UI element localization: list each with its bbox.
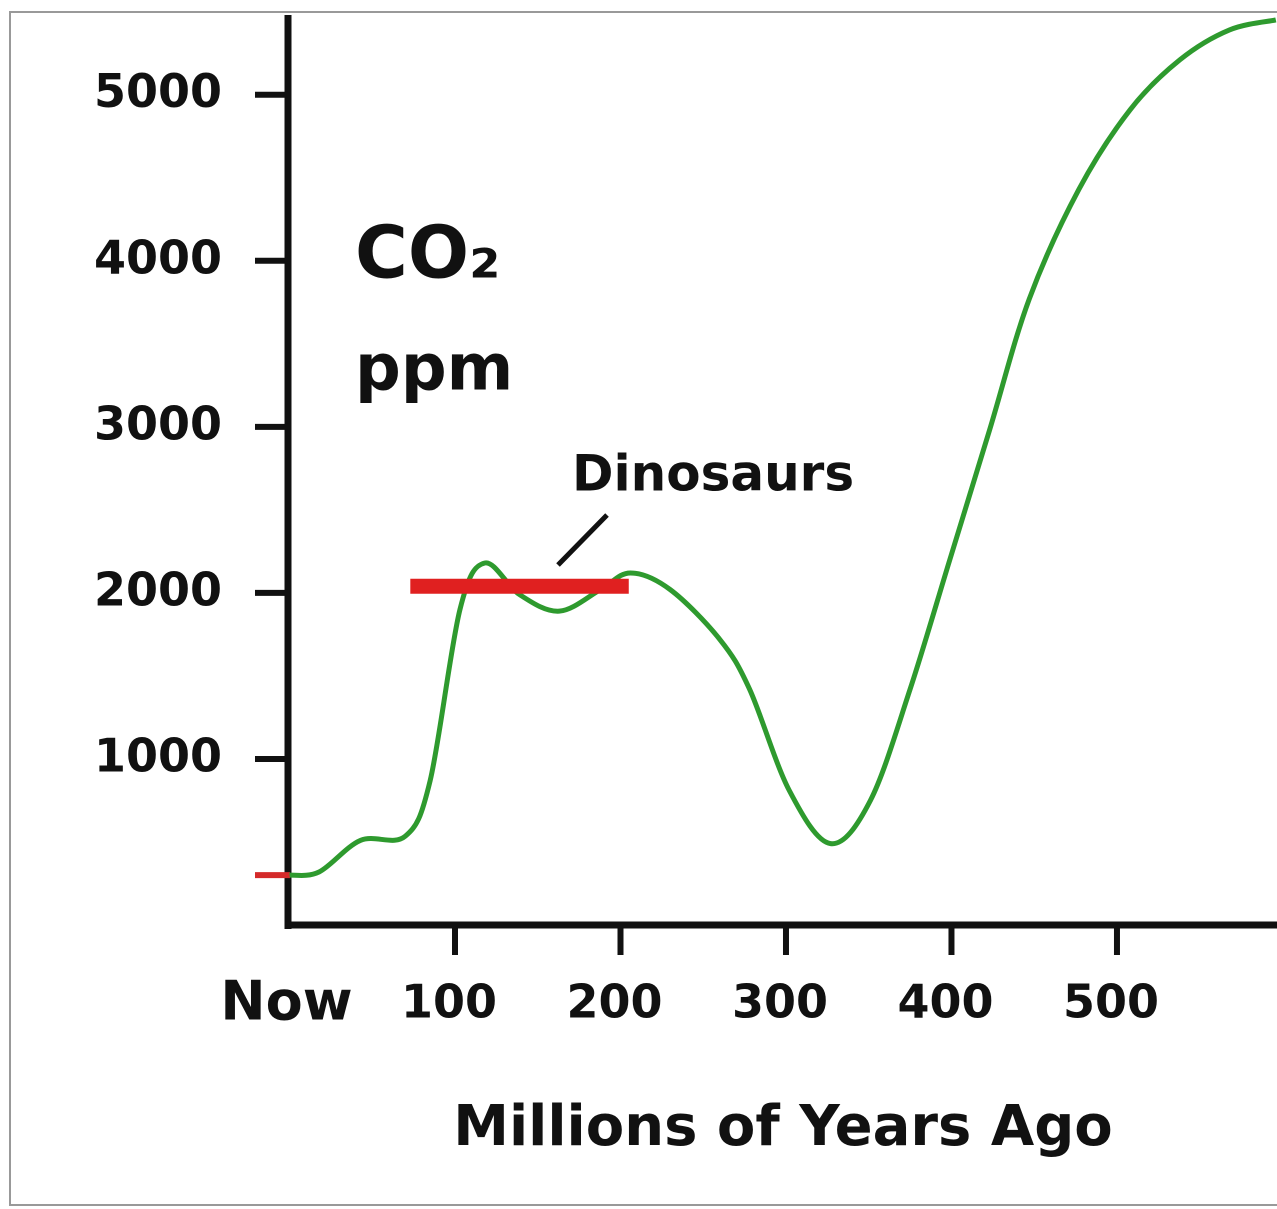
y-tick-label: 1000: [94, 728, 222, 782]
y-axis-unit: ppm: [355, 332, 513, 406]
annotation-leader: [556, 513, 609, 567]
frame: [9, 11, 1277, 1206]
y-tick-label: 5000: [94, 64, 222, 118]
y-tick-label: 4000: [94, 230, 222, 284]
x-tick-label: 100: [401, 975, 497, 1029]
x-tick-label: 400: [897, 975, 993, 1029]
co2-line: [289, 17, 1277, 878]
x-tick-label: 300: [732, 975, 828, 1029]
x-tick-label: 200: [566, 975, 662, 1029]
x-axis-label: Millions of Years Ago: [453, 1094, 1113, 1159]
y-tick-label: 2000: [94, 562, 222, 616]
x-tick-label: Now: [220, 970, 352, 1033]
x-tick-label: 500: [1063, 975, 1159, 1029]
y-tick-label: 3000: [94, 396, 222, 450]
y-axis-label: CO₂: [355, 211, 501, 295]
annotation-label: Dinosaurs: [572, 445, 854, 503]
